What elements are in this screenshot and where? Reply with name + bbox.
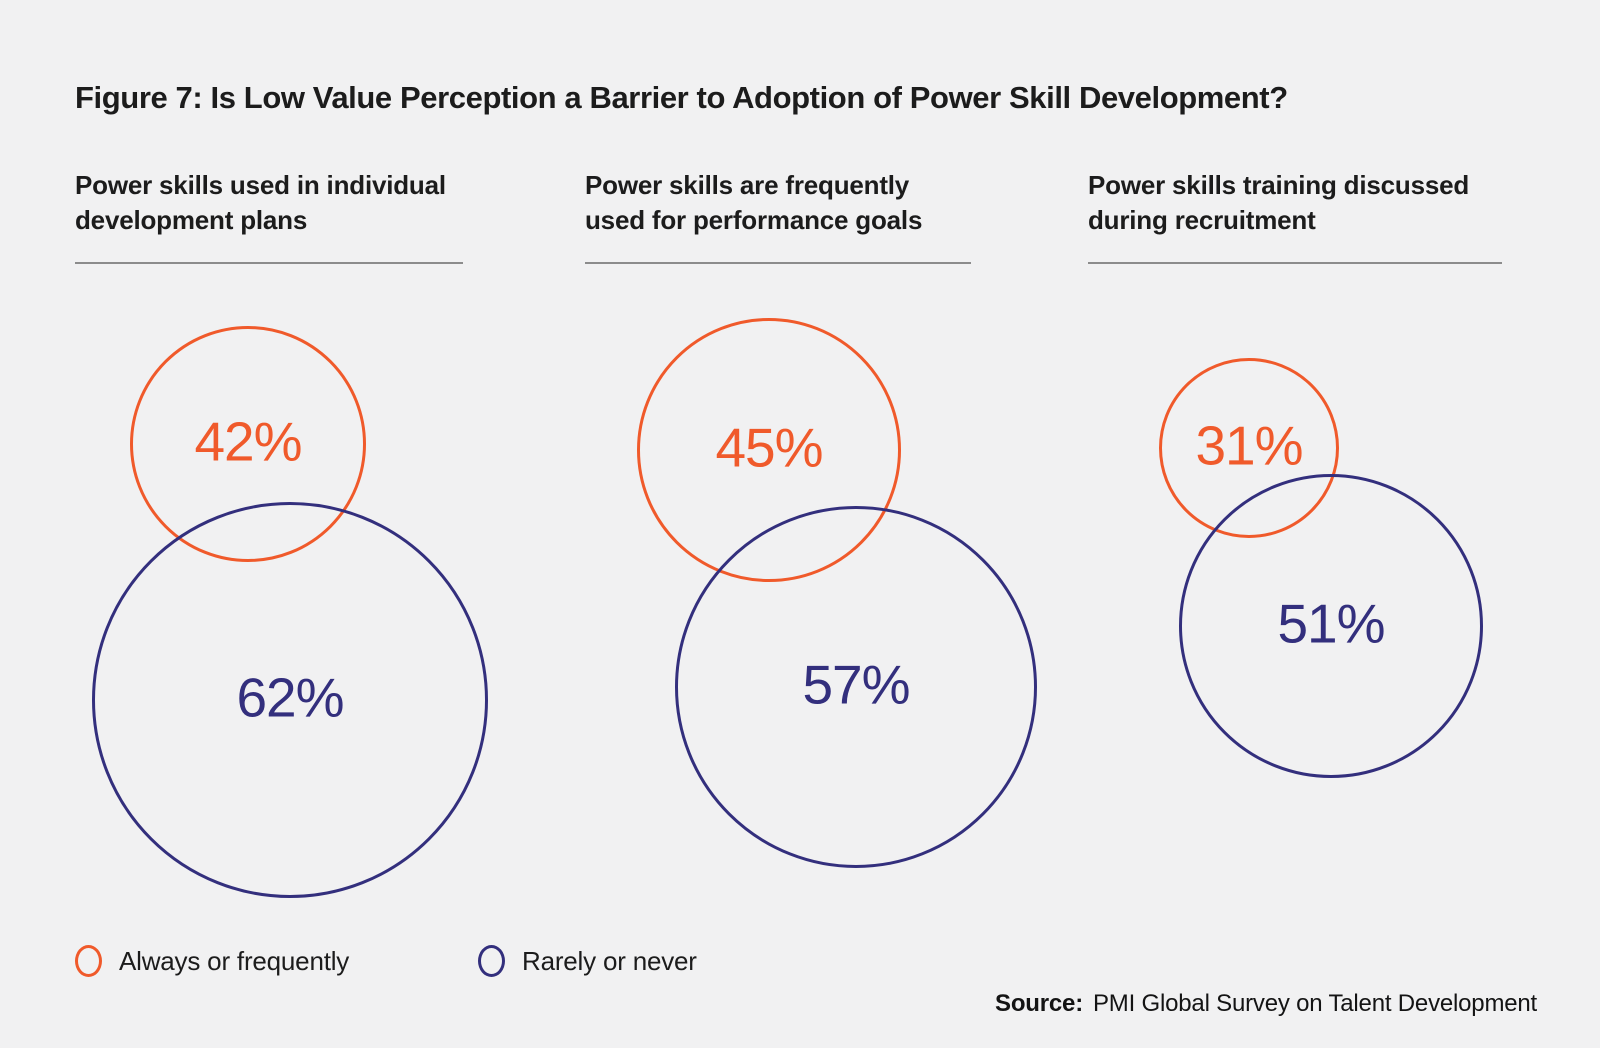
column-divider-rule <box>1088 262 1502 264</box>
column-header-line: Power skills training discussed <box>1088 170 1470 200</box>
column-header-line: used for performance goals <box>585 205 923 235</box>
figure-title: Figure 7: Is Low Value Perception a Barr… <box>75 80 1288 115</box>
chart-legend: Always or frequently Rarely or never <box>75 945 697 977</box>
source-attribution: Source: PMI Global Survey on Talent Devel… <box>995 990 1537 1018</box>
source-text: PMI Global Survey on Talent Development <box>1093 990 1537 1017</box>
bubble-circle <box>675 506 1037 868</box>
column-header-line: development plans <box>75 205 308 235</box>
orange-circle-legend-icon <box>75 945 102 977</box>
legend-item-rarely-or-never: Rarely or never <box>478 945 697 977</box>
column-header-development-plans: Power skills used in individual developm… <box>75 168 446 238</box>
legend-label: Always or frequently <box>119 945 350 976</box>
bubble-value-label: 31% <box>1195 414 1303 477</box>
column-divider-rule <box>75 262 463 264</box>
legend-item-always-or-frequently: Always or frequently <box>75 945 349 977</box>
bubble-value-label: 57% <box>802 653 910 716</box>
bubble-value-label: 62% <box>236 666 344 729</box>
bubble-circle <box>92 502 488 898</box>
column-header-line: during recruitment <box>1088 205 1316 235</box>
column-header-performance-goals: Power skills are frequently used for per… <box>585 168 922 238</box>
column-header-line: Power skills used in individual <box>75 170 446 200</box>
column-header-line: Power skills are frequently <box>585 170 910 200</box>
bubble-value-label: 51% <box>1277 592 1385 655</box>
navy-circle-legend-icon <box>478 945 505 977</box>
bubble-value-label: 42% <box>194 410 302 473</box>
legend-label: Rarely or never <box>522 945 697 976</box>
column-header-recruitment: Power skills training discussed during r… <box>1088 168 1469 238</box>
column-divider-rule <box>585 262 971 264</box>
source-label: Source: <box>995 990 1083 1017</box>
bubble-value-label: 45% <box>715 416 823 479</box>
bubble-circle <box>1179 474 1483 778</box>
